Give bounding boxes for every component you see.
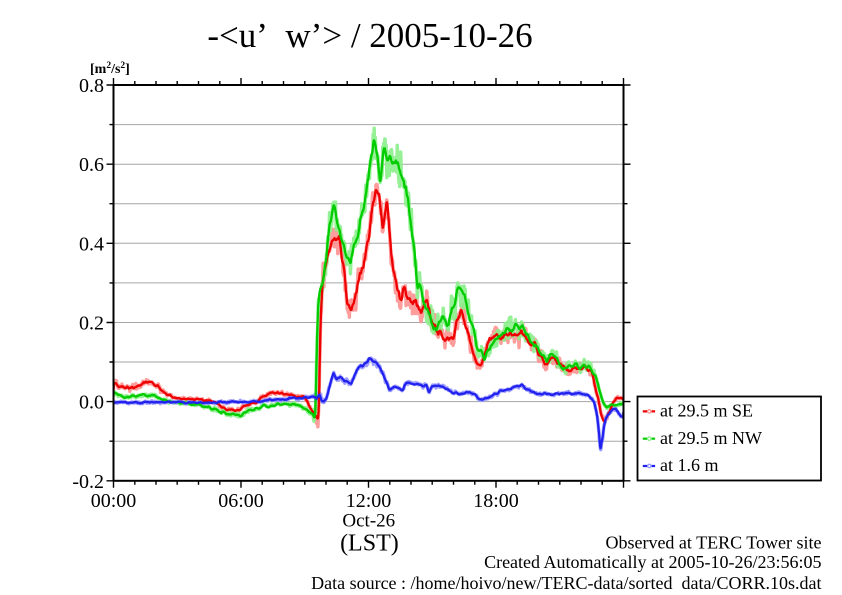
svg-text:at 1.6 m: at 1.6 m <box>660 455 719 475</box>
svg-text:12:00: 12:00 <box>346 490 392 512</box>
svg-text:0.2: 0.2 <box>79 313 104 335</box>
svg-text:0.6: 0.6 <box>79 154 104 176</box>
svg-text:Created Automatically at 2005-: Created Automatically at 2005-10-26/23:5… <box>484 552 821 572</box>
svg-text:06:00: 06:00 <box>218 490 264 512</box>
svg-text:0.4: 0.4 <box>79 233 104 255</box>
svg-text:00:00: 00:00 <box>91 490 137 512</box>
svg-text:Data source : /home/hoivo/new/: Data source : /home/hoivo/new/TERC-data/… <box>311 573 821 593</box>
svg-text:-0.2: -0.2 <box>72 471 104 493</box>
svg-text:at 29.5 m SE: at 29.5 m SE <box>660 401 753 421</box>
svg-text:0.0: 0.0 <box>79 392 104 414</box>
svg-text:Oct-26: Oct-26 <box>342 511 395 532</box>
svg-text:-<u’ w’> / 2005-10-26: -<u’ w’> / 2005-10-26 <box>207 16 532 55</box>
svg-text:0.8: 0.8 <box>79 75 104 97</box>
svg-text:18:00: 18:00 <box>473 490 519 512</box>
svg-text:(LST): (LST) <box>340 531 399 557</box>
svg-text:Observed at TERC Tower site: Observed at TERC Tower site <box>605 533 821 553</box>
svg-text:[m2/s2]: [m2/s2] <box>90 61 130 77</box>
svg-text:at 29.5 m NW: at 29.5 m NW <box>660 428 762 448</box>
